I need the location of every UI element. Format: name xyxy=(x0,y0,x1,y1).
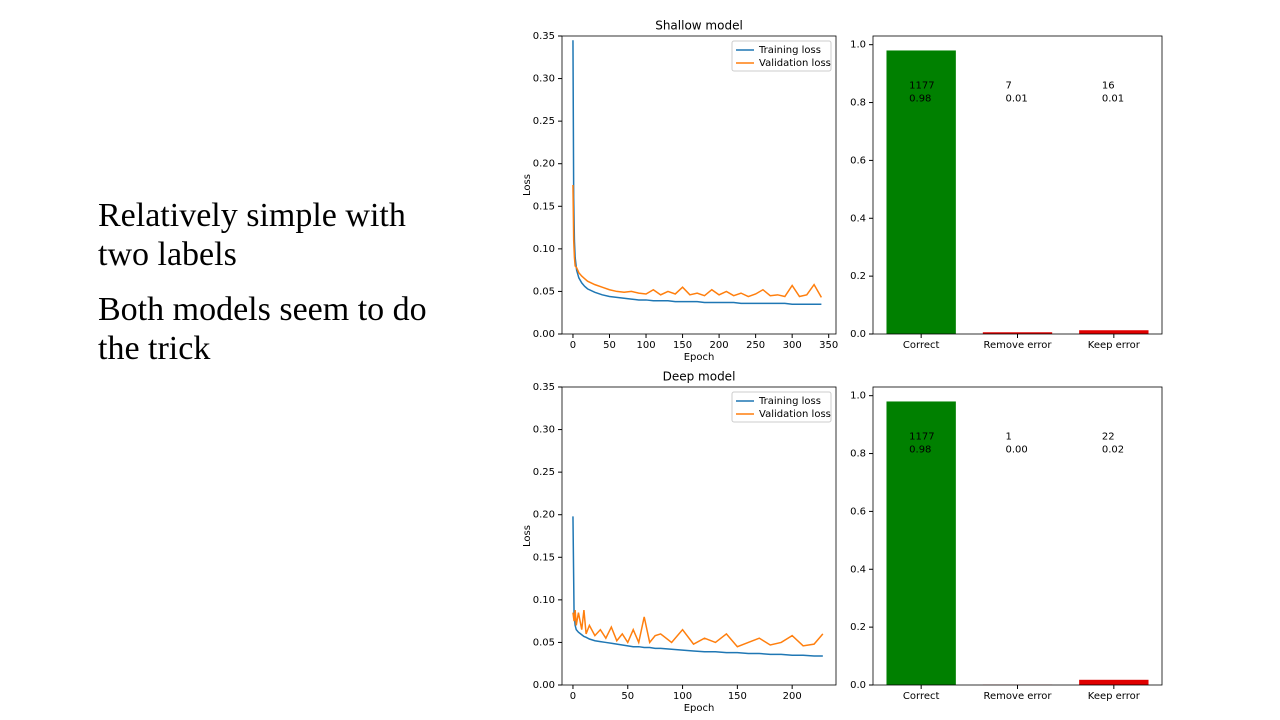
y-tick-label: 1.0 xyxy=(850,391,866,402)
y-axis-label: Loss xyxy=(522,525,533,547)
x-tick-label: Correct xyxy=(903,691,940,702)
y-tick-label: 0.10 xyxy=(533,595,555,606)
value-label: 0.98 xyxy=(909,444,931,455)
loss-line xyxy=(572,516,823,657)
y-tick-label: 0.20 xyxy=(533,510,555,521)
x-tick-label: 150 xyxy=(728,691,747,702)
y-axis-label: Loss xyxy=(522,174,533,196)
value-label: 0.01 xyxy=(1006,93,1028,104)
y-tick-label: 0.0 xyxy=(850,680,866,691)
x-tick-label: Keep error xyxy=(1088,691,1141,702)
x-tick-label: Remove error xyxy=(984,691,1053,702)
axes-frame xyxy=(872,386,1163,686)
value-label: 0.01 xyxy=(1102,93,1124,104)
count-label: 1 xyxy=(1006,431,1012,442)
x-axis-label: Epoch xyxy=(684,352,715,363)
y-tick-label: 1.0 xyxy=(850,40,866,51)
legend-box xyxy=(731,391,832,423)
bar xyxy=(1079,330,1149,334)
count-label: 1177 xyxy=(909,80,934,91)
x-tick-label: 150 xyxy=(673,340,692,351)
x-tick-label: 0 xyxy=(570,691,576,702)
y-tick-label: 0.2 xyxy=(850,271,866,282)
x-tick-label: 200 xyxy=(710,340,729,351)
y-tick-label: 0.8 xyxy=(850,449,866,460)
y-tick-label: 0.2 xyxy=(850,622,866,633)
axes-frame xyxy=(561,386,837,686)
x-tick-label: Correct xyxy=(903,340,940,351)
y-tick-label: 0.15 xyxy=(533,201,555,212)
chart-title: Deep model xyxy=(663,370,736,384)
x-tick-label: 200 xyxy=(783,691,802,702)
y-tick-label: 0.0 xyxy=(850,329,866,340)
legend-label: Training loss xyxy=(758,45,821,56)
loss-line xyxy=(572,184,823,298)
x-tick-label: 250 xyxy=(746,340,765,351)
x-tick-label: Remove error xyxy=(984,340,1053,351)
bar xyxy=(1079,679,1149,685)
y-tick-label: 0.35 xyxy=(533,382,555,393)
bar xyxy=(886,50,956,335)
legend-label: Validation loss xyxy=(759,58,831,69)
chart-title: Shallow model xyxy=(655,19,743,33)
value-label: 0.98 xyxy=(909,93,931,104)
y-tick-label: 0.15 xyxy=(533,552,555,563)
y-tick-label: 0.8 xyxy=(850,98,866,109)
x-tick-label: 100 xyxy=(673,691,692,702)
bar xyxy=(982,332,1053,334)
y-tick-label: 0.00 xyxy=(533,680,555,691)
y-tick-label: 0.30 xyxy=(533,425,555,436)
y-tick-label: 0.10 xyxy=(533,244,555,255)
loss-line xyxy=(572,40,822,305)
y-tick-label: 0.35 xyxy=(533,31,555,42)
legend-label: Training loss xyxy=(758,396,821,407)
legend-box xyxy=(731,40,832,72)
y-tick-label: 0.6 xyxy=(850,506,866,517)
x-tick-label: 300 xyxy=(783,340,802,351)
x-tick-label: 0 xyxy=(570,340,576,351)
x-tick-label: 100 xyxy=(636,340,655,351)
y-tick-label: 0.25 xyxy=(533,116,555,127)
bullet: Relatively simple with two labels xyxy=(98,197,406,273)
bullet: Both models seem to do the trick xyxy=(98,291,427,367)
bar xyxy=(886,401,956,685)
count-label: 22 xyxy=(1102,431,1115,442)
loss-line xyxy=(572,609,824,648)
y-tick-label: 0.4 xyxy=(850,213,866,224)
y-tick-label: 0.05 xyxy=(533,637,555,648)
x-tick-label: 350 xyxy=(819,340,838,351)
x-tick-label: 50 xyxy=(603,340,616,351)
value-label: 0.00 xyxy=(1006,444,1028,455)
axes-frame xyxy=(872,35,1163,335)
x-axis-label: Epoch xyxy=(684,703,715,714)
y-tick-label: 0.00 xyxy=(533,329,555,340)
y-tick-label: 0.4 xyxy=(850,564,866,575)
y-tick-label: 0.25 xyxy=(533,467,555,478)
text-box: Relatively simple with two labels Both m… xyxy=(98,196,448,384)
x-tick-label: 50 xyxy=(621,691,634,702)
x-tick-label: Keep error xyxy=(1088,340,1141,351)
y-tick-label: 0.05 xyxy=(533,286,555,297)
count-label: 1177 xyxy=(909,431,934,442)
y-tick-label: 0.20 xyxy=(533,159,555,170)
count-label: 7 xyxy=(1006,80,1012,91)
axes-frame xyxy=(561,35,837,335)
value-label: 0.02 xyxy=(1102,444,1124,455)
legend-label: Validation loss xyxy=(759,409,831,420)
count-label: 16 xyxy=(1102,80,1115,91)
y-tick-label: 0.30 xyxy=(533,74,555,85)
y-tick-label: 0.6 xyxy=(850,155,866,166)
